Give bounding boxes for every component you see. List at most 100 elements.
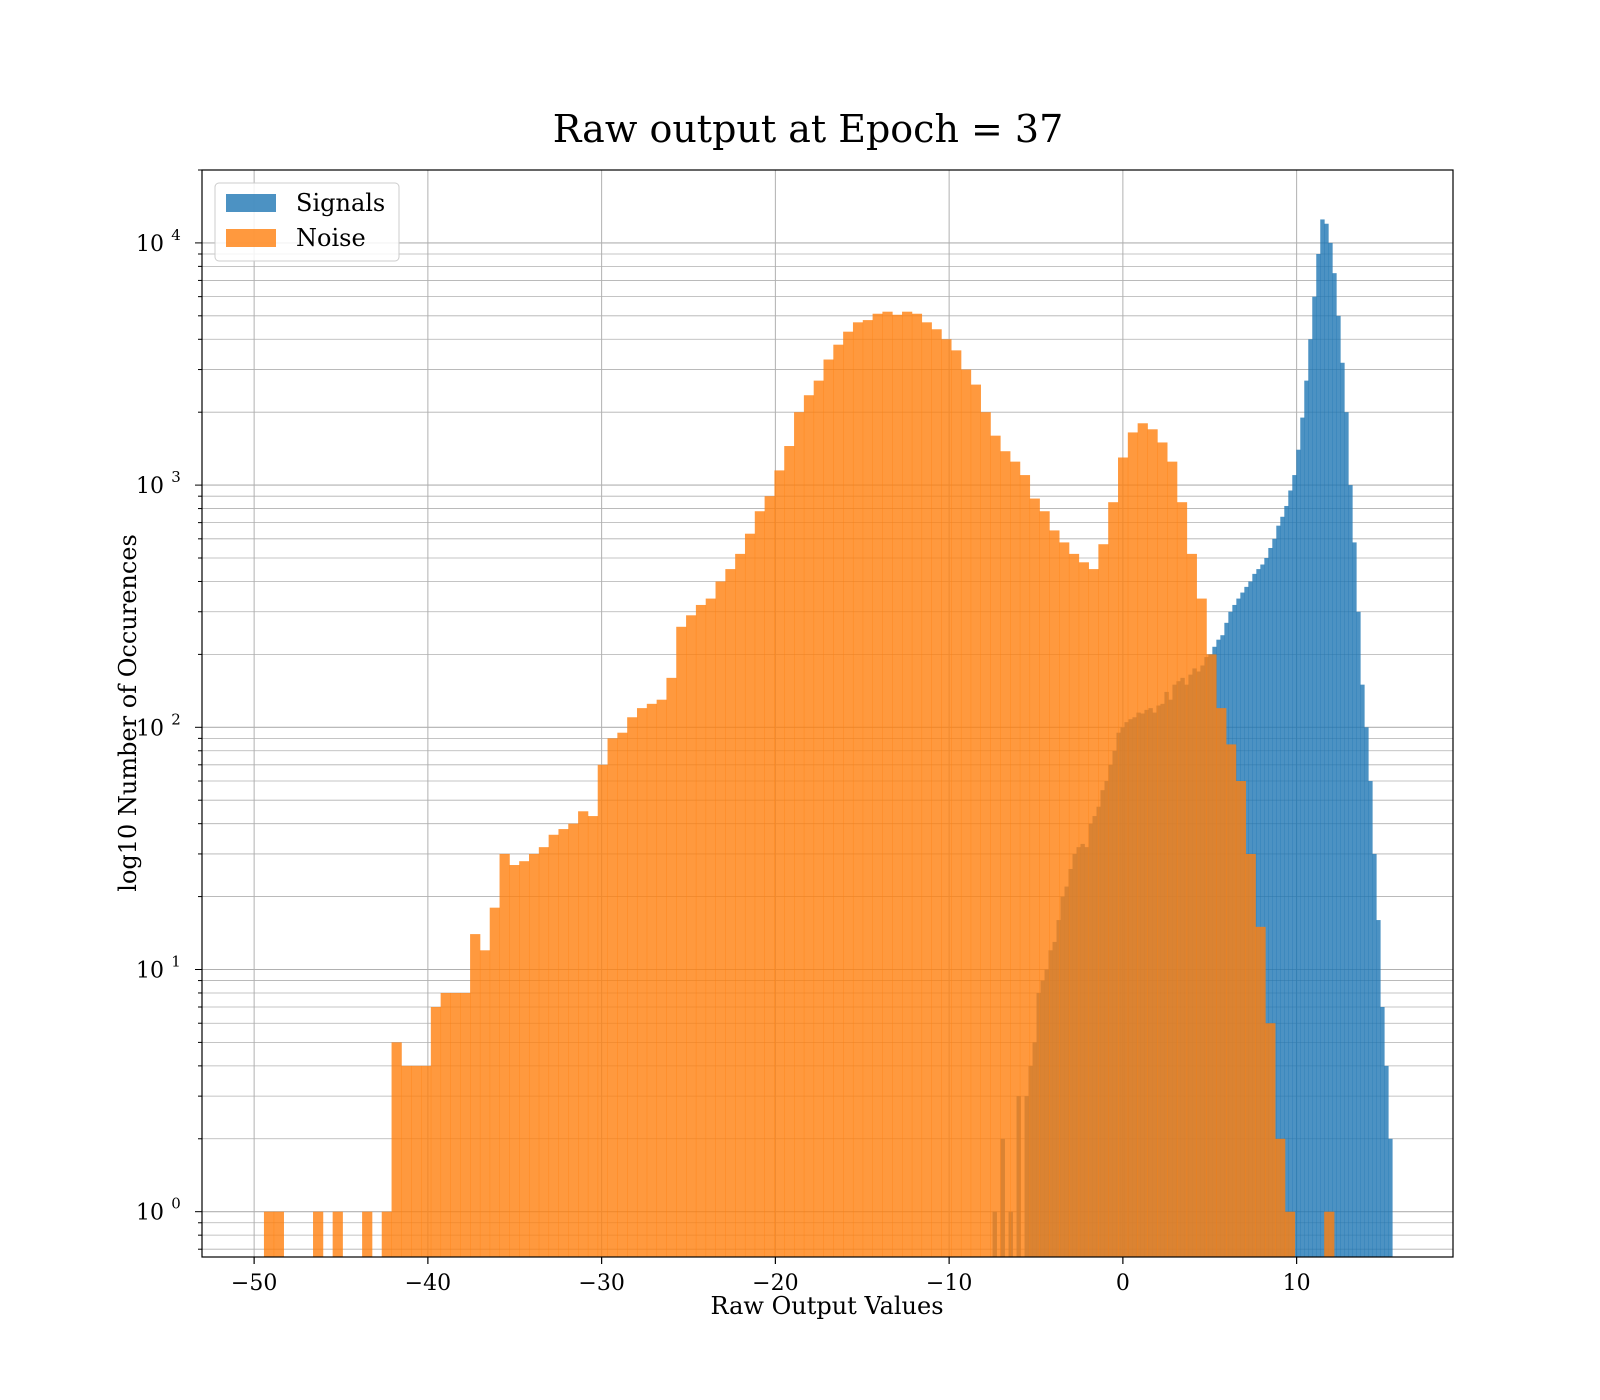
y-axis-label: log10 Number of Occurences [114, 534, 142, 892]
histogram-bar [440, 992, 451, 1257]
histogram-bar [1352, 542, 1357, 1257]
histogram-bar [617, 732, 628, 1257]
legend-swatch-noise [226, 229, 276, 247]
x-tick-label: −50 [231, 1271, 277, 1296]
histogram-bar [1186, 553, 1197, 1257]
histogram-bar [1312, 296, 1317, 1257]
histogram-bar [558, 829, 569, 1257]
histogram-bar [1010, 461, 1021, 1258]
histogram-bar [803, 395, 815, 1257]
y-tick-label: 10 [136, 716, 164, 741]
histogram-bar [1372, 853, 1377, 1257]
histogram-bar [931, 329, 942, 1257]
histogram-bar [519, 861, 530, 1257]
histogram-bar [1206, 654, 1217, 1257]
histogram-bar [1360, 684, 1365, 1257]
histogram-bar [548, 834, 559, 1257]
y-tick-label: 10 [136, 474, 164, 499]
histogram-bar [1275, 1138, 1286, 1257]
histogram-bar [489, 907, 500, 1257]
histogram-bar [528, 853, 540, 1257]
histogram-bar [1264, 558, 1269, 1257]
histogram-bar [391, 1042, 402, 1257]
histogram-bar [1039, 511, 1050, 1257]
histogram-bar [1280, 516, 1285, 1257]
histogram-bar [1324, 223, 1329, 1257]
histogram-bar [951, 350, 962, 1257]
histogram-bar [764, 496, 775, 1257]
histogram-bar [1268, 547, 1273, 1257]
histogram-bar [744, 533, 756, 1257]
histogram-bars [263, 219, 1393, 1258]
histogram-bar [794, 412, 805, 1257]
x-tick-label: −10 [926, 1271, 972, 1296]
histogram-bar [1118, 457, 1129, 1257]
chart-title: Raw output at Epoch = 37 [553, 107, 1064, 151]
x-axis-label: Raw Output Values [710, 1292, 943, 1320]
histogram-bar [1340, 362, 1345, 1257]
histogram-bar [1245, 853, 1256, 1257]
histogram-bar [852, 322, 864, 1257]
histogram-bar [1078, 562, 1089, 1257]
histogram-bar [686, 615, 697, 1257]
histogram-bar [1348, 485, 1353, 1257]
histogram-bar [1380, 1007, 1385, 1257]
histogram-bar [1088, 569, 1099, 1257]
histogram-bar [538, 847, 550, 1257]
histogram-bar [1108, 502, 1119, 1257]
histogram-bar [313, 1211, 324, 1257]
histogram-bar [990, 435, 1001, 1257]
histogram-bar [833, 344, 844, 1257]
histogram-bar [362, 1211, 373, 1257]
histogram-bar [980, 412, 991, 1257]
histogram-bar [499, 853, 510, 1257]
x-axis-ticks: −50 −40 −30 −20 −10 0 10 [231, 1257, 1311, 1296]
histogram-bar [1019, 475, 1031, 1258]
histogram-bar [450, 992, 461, 1257]
histogram-bar [813, 380, 824, 1258]
histogram-bar [430, 1007, 442, 1257]
x-tick-label: −30 [578, 1271, 624, 1296]
histogram-bar [1384, 1065, 1389, 1257]
histogram-bar [1284, 505, 1289, 1257]
histogram-bar [1320, 219, 1325, 1257]
histogram-bar [509, 865, 520, 1257]
histogram-bar [1284, 1211, 1296, 1257]
histogram-bar [725, 569, 736, 1257]
y-tick-exponent: 3 [171, 468, 181, 486]
histogram-bar [941, 339, 952, 1258]
histogram-bar [1068, 553, 1080, 1257]
histogram-bar [656, 699, 667, 1257]
histogram-bar [715, 581, 726, 1257]
histogram-bar [902, 311, 913, 1257]
histogram-bar [1288, 490, 1293, 1257]
histogram-bar [1137, 423, 1148, 1258]
histogram-bar [1336, 315, 1341, 1257]
histogram-bar [1344, 412, 1349, 1257]
histogram-bar [1368, 781, 1373, 1257]
histogram-bar [1029, 498, 1040, 1257]
histogram-bar [1376, 920, 1381, 1257]
histogram-bar [872, 313, 883, 1257]
histogram-bar [843, 331, 854, 1257]
series-noise [263, 311, 1335, 1258]
histogram-bar [597, 764, 608, 1257]
histogram-bar [636, 708, 648, 1257]
y-tick-exponent: 1 [171, 952, 181, 970]
histogram-bar [882, 311, 893, 1257]
histogram-bar [754, 511, 766, 1257]
histogram-bar [470, 934, 481, 1257]
histogram-bar [1328, 242, 1333, 1257]
histogram-bar [1157, 442, 1168, 1257]
histogram-bar [1364, 727, 1369, 1257]
histogram-bar [676, 626, 687, 1257]
histogram-bar [784, 446, 795, 1257]
y-tick-exponent: 4 [171, 226, 181, 244]
histogram-bar [823, 359, 834, 1257]
histogram-bar [1324, 1211, 1335, 1257]
histogram-bar [479, 950, 491, 1257]
histogram-bar [578, 811, 589, 1257]
histogram-bar [1196, 598, 1207, 1257]
histogram-bar [1308, 339, 1313, 1258]
